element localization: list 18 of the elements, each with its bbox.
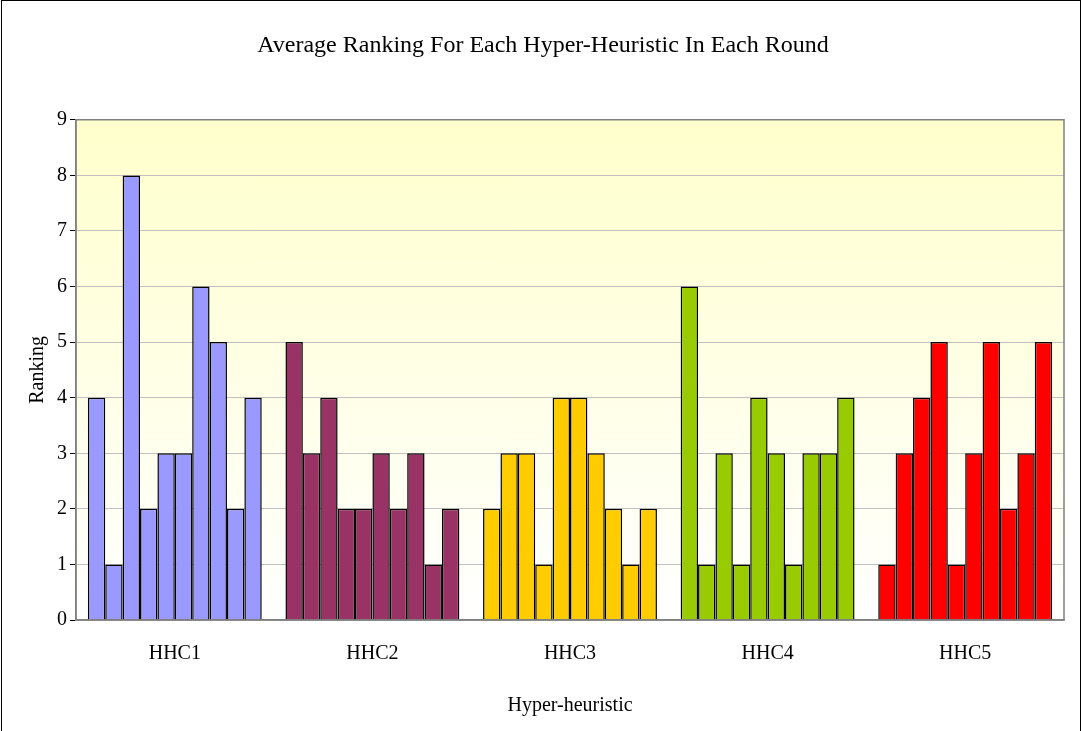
x-axis-title: Hyper-heuristic: [507, 693, 633, 717]
x-tick-label: HHC5: [939, 641, 992, 664]
y-axis-title: Ranking: [25, 336, 49, 404]
x-tick-label: HHC1: [148, 641, 201, 664]
y-tick-label: 0: [57, 607, 67, 630]
x-tick-label: HHC3: [543, 641, 597, 664]
y-tick-label: 5: [57, 329, 67, 352]
y-tick-label: 4: [57, 384, 67, 407]
x-tick-label: HHC4: [741, 641, 794, 664]
y-tick-label: 2: [57, 496, 67, 519]
y-tick-label: 6: [57, 273, 67, 296]
x-tick-label: HHC2: [346, 641, 399, 664]
y-tick-label: 8: [57, 162, 67, 185]
y-tick-label: 7: [57, 218, 67, 241]
y-tick-label: 9: [57, 107, 67, 130]
y-tick-label: 1: [57, 551, 67, 574]
y-tick-label: 3: [57, 440, 67, 463]
chart-title: Average Ranking For Each Hyper-Heuristic In Each Round: [257, 30, 829, 57]
